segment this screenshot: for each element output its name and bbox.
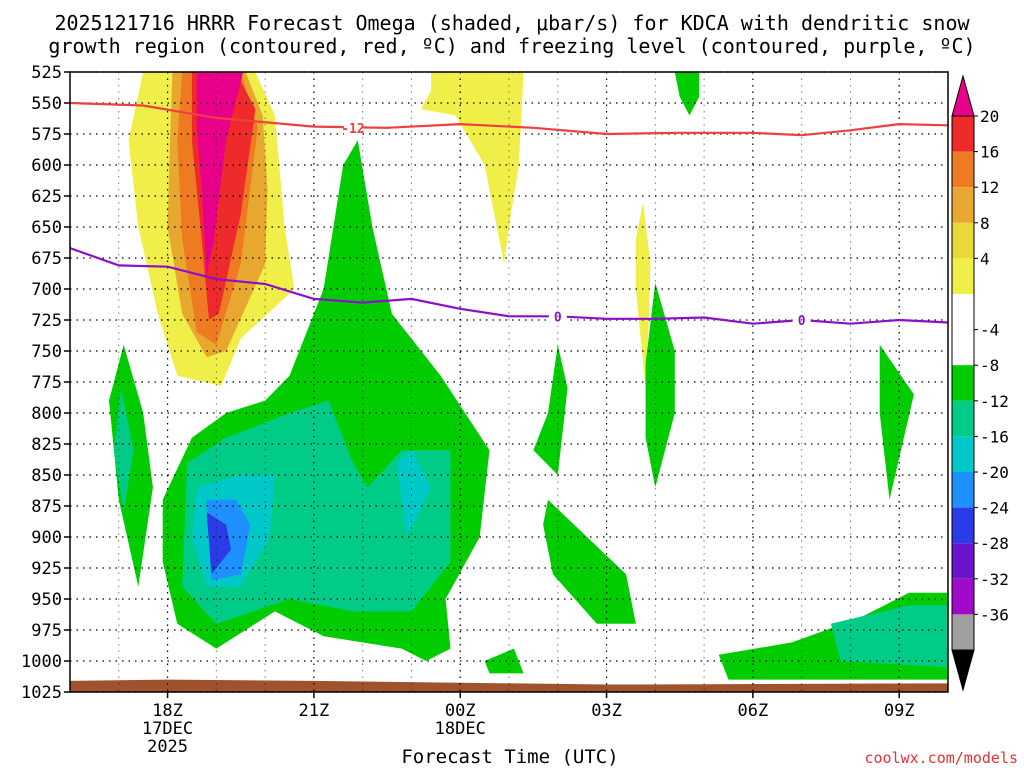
colorbar-bin [952, 187, 974, 223]
y-tick-label: 675 [31, 249, 62, 269]
omega-region-down-8-c [830, 605, 948, 668]
y-tick-label: 725 [31, 311, 62, 331]
dendritic-contour-label-bg [343, 119, 362, 135]
x-tick-label: 09Z [884, 701, 915, 721]
y-tick-label: 825 [31, 435, 62, 455]
colorbar-label: -24 [980, 499, 1009, 518]
x-axis-label: Forecast Time (UTC) [401, 746, 618, 768]
colorbar-label: 8 [980, 214, 990, 233]
y-tick-label: 575 [31, 125, 62, 145]
x-tick-label: 06Z [738, 701, 769, 721]
x-tick-label: 17DEC [142, 719, 193, 739]
y-tick-label: 850 [31, 466, 62, 486]
x-tick-label: 2025 [147, 737, 188, 757]
y-tick-label: 525 [31, 63, 62, 83]
colorbar-label: -16 [980, 427, 1009, 446]
ground-surface [70, 679, 948, 692]
omega-region-down-20 [206, 512, 231, 575]
y-tick-label: 600 [31, 156, 62, 176]
omega-region-upward-20 [196, 72, 244, 277]
freezing-contour-label-bg [548, 308, 567, 324]
colorbar-label: -32 [980, 570, 1009, 589]
freezing-contour-2-label-bg [792, 312, 811, 327]
colorbar-label: -4 [980, 321, 999, 340]
colorbar-bin [952, 400, 974, 437]
colorbar-label: -20 [980, 463, 1009, 482]
colorbar-frame [951, 115, 975, 651]
colorbar-label: -28 [980, 534, 1009, 553]
colorbar-bin [952, 294, 974, 330]
y-tick-label: 775 [31, 373, 62, 393]
y-tick-label: 625 [31, 187, 62, 207]
colorbar-label: -12 [980, 392, 1009, 411]
y-tick-label: 900 [31, 528, 62, 548]
colorbar-bin [952, 507, 974, 544]
x-tick-label: 21Z [299, 701, 330, 721]
colorbar-label: 20 [980, 107, 999, 126]
colorbar-top-triangle [951, 74, 975, 117]
y-tick-label: 1025 [21, 683, 62, 703]
y-tick-label: 950 [31, 590, 62, 610]
colorbar-bin [952, 543, 974, 579]
y-tick-label: 550 [31, 94, 62, 114]
colorbar-bin [952, 151, 974, 188]
colorbar-bin [952, 365, 974, 401]
colorbar-label: 4 [980, 249, 990, 268]
y-tick-label: 925 [31, 559, 62, 579]
colorbar-label: 12 [980, 178, 999, 197]
omega-region-down-4-d [533, 344, 568, 475]
x-tick-label: 18DEC [435, 719, 486, 739]
colorbar-bin [952, 436, 974, 472]
omega-region-upward-4-c [635, 202, 651, 389]
colorbar-bin [952, 329, 974, 366]
omega-region-upward-4-b [421, 72, 524, 265]
x-tick-label: 03Z [591, 701, 622, 721]
omega-region-down-4-g [674, 72, 700, 116]
colorbar-bin [952, 472, 974, 508]
y-tick-label: 975 [31, 621, 62, 641]
x-tick-label: 00Z [445, 701, 476, 721]
y-tick-label: 800 [31, 404, 62, 424]
colorbar-bin [952, 578, 974, 615]
colorbar-label: 16 [980, 143, 999, 162]
omega-region-down-4-j [484, 648, 524, 674]
omega-region-down-4-e [543, 499, 636, 624]
y-tick-label: 700 [31, 280, 62, 300]
omega-region-down-4-h [879, 344, 914, 500]
dendritic-contour [69, 101, 949, 137]
chart-title-line1: 2025121716 HRRR Forecast Omega (shaded, … [54, 11, 970, 35]
chart-title-line2: growth region (contoured, red, ºC) and f… [48, 34, 975, 58]
colorbar-bin [952, 258, 974, 294]
omega-region-down-12-b [396, 450, 431, 537]
freezing-contour-2-label: 0 [798, 314, 806, 329]
colorbar-bin [952, 614, 974, 650]
colorbar-bin [952, 222, 974, 259]
omega-region-down-4-f [645, 282, 675, 488]
credit-link[interactable]: coolwx.com/models [864, 749, 1018, 767]
omega-region-down-8-a [113, 388, 134, 513]
y-tick-label: 1000 [21, 652, 62, 672]
colorbar-bottom-triangle [951, 649, 975, 692]
colorbar-bin [952, 116, 974, 152]
x-tick-label: 18Z [152, 701, 183, 721]
y-tick-label: 875 [31, 497, 62, 517]
freezing-contour-label: 0 [554, 310, 562, 325]
colorbar-label: -36 [980, 605, 1009, 624]
colorbar-label: -8 [980, 356, 999, 375]
dendritic-contour-label: -12 [341, 122, 364, 137]
y-tick-label: 650 [31, 218, 62, 238]
y-tick-label: 750 [31, 342, 62, 362]
